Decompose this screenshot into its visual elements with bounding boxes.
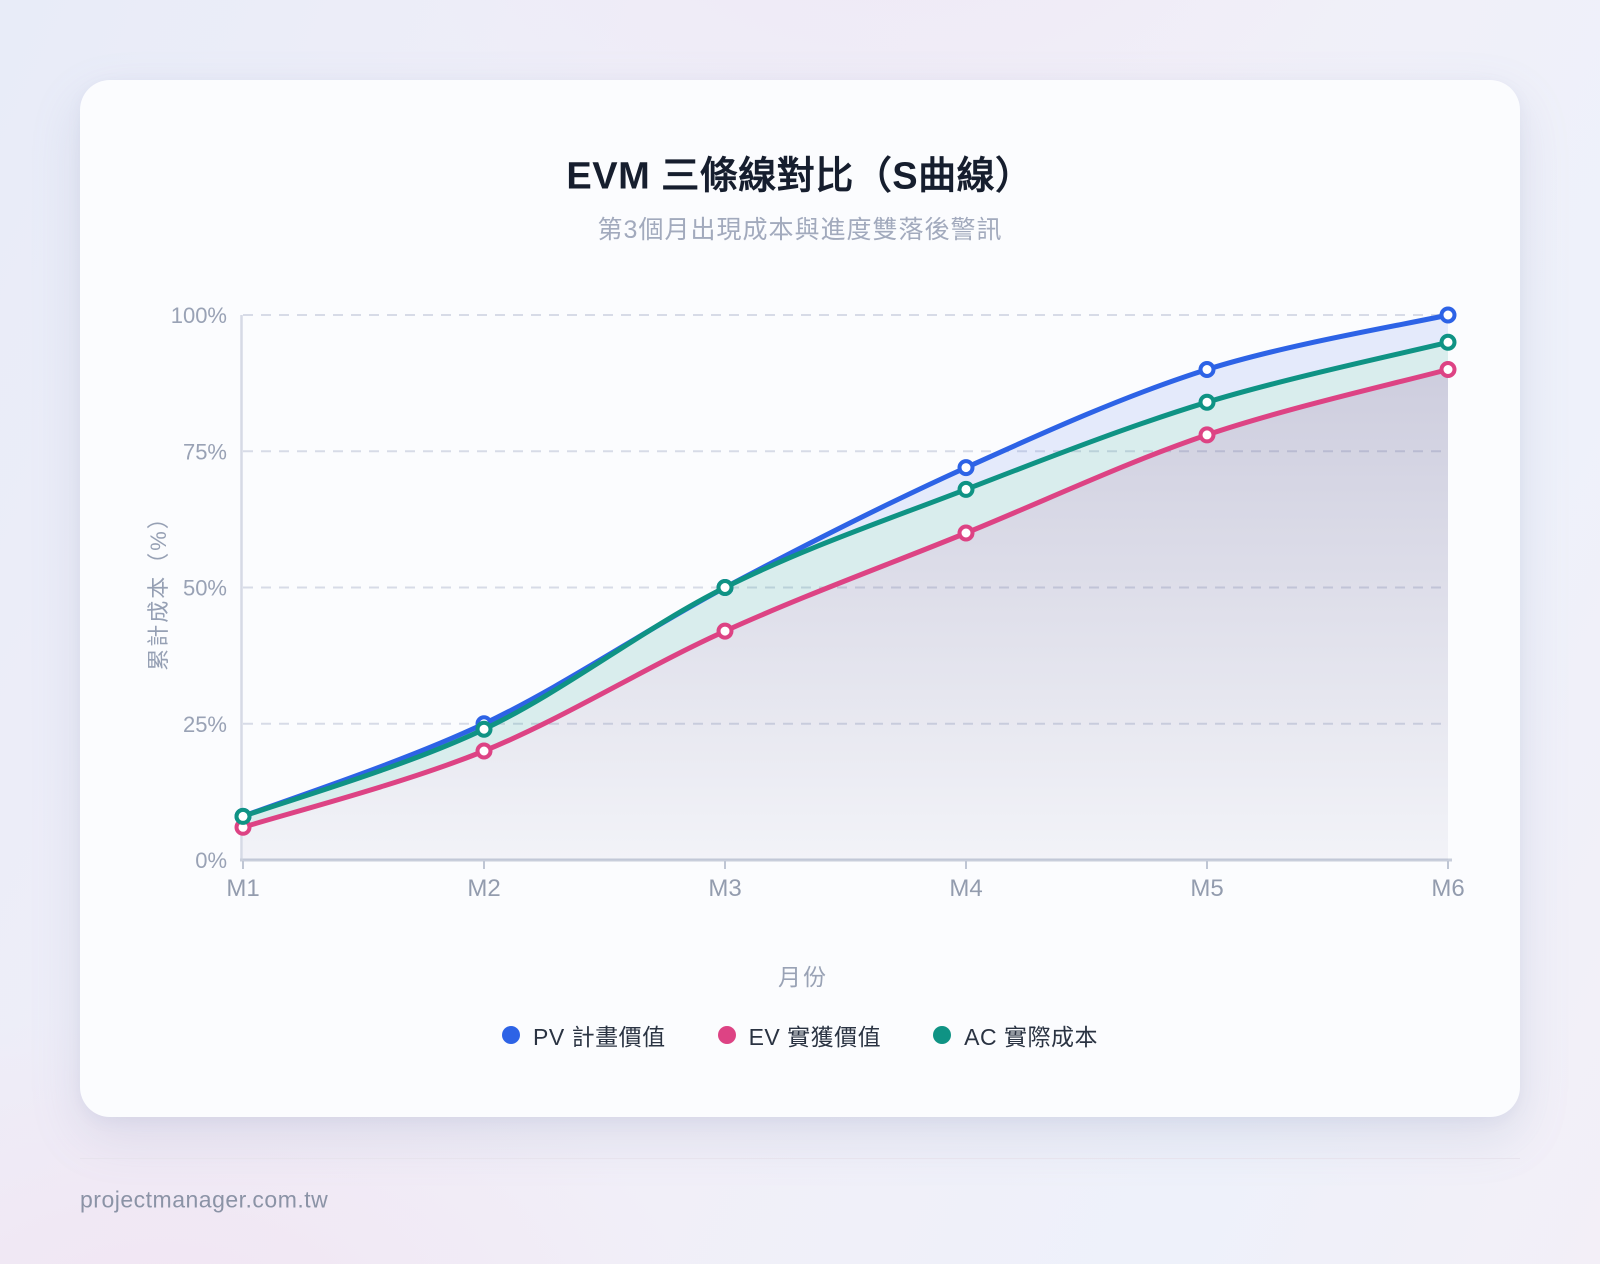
footer-site-text: projectmanager.com.tw bbox=[80, 1186, 329, 1213]
legend-dot-ev bbox=[717, 1026, 736, 1044]
legend-label-ev: EV 實獲價值 bbox=[748, 1024, 882, 1050]
legend-item-ac: AC 實際成本 bbox=[933, 1018, 1098, 1052]
y-axis-title: 累計成本（%） bbox=[146, 505, 171, 671]
legend-label-ac: AC 實際成本 bbox=[964, 1024, 1098, 1050]
legend-label-pv: PV 計畫價值 bbox=[533, 1024, 666, 1050]
legend-dot-ac bbox=[933, 1026, 952, 1044]
legend-dot-pv bbox=[502, 1026, 520, 1044]
legend-item-ev: EV 實獲價值 bbox=[717, 1018, 882, 1052]
chart-subtitle: 第3個月出現成本與進度雙落後警訊 bbox=[597, 216, 1003, 244]
chart-title: EVM 三條線對比（S曲線） bbox=[566, 155, 1034, 198]
footer-divider bbox=[80, 1158, 1520, 1159]
chart-legend: PV 計畫價值 EV 實獲價值 AC 實際成本 bbox=[80, 1018, 1520, 1052]
chart-card: EVM 三條線對比（S曲線） 第3個月出現成本與進度雙落後警訊 PV 計畫價值 … bbox=[80, 80, 1520, 1117]
x-axis-title: 月份 bbox=[778, 964, 828, 990]
legend-item-pv: PV 計畫價值 bbox=[502, 1018, 666, 1052]
